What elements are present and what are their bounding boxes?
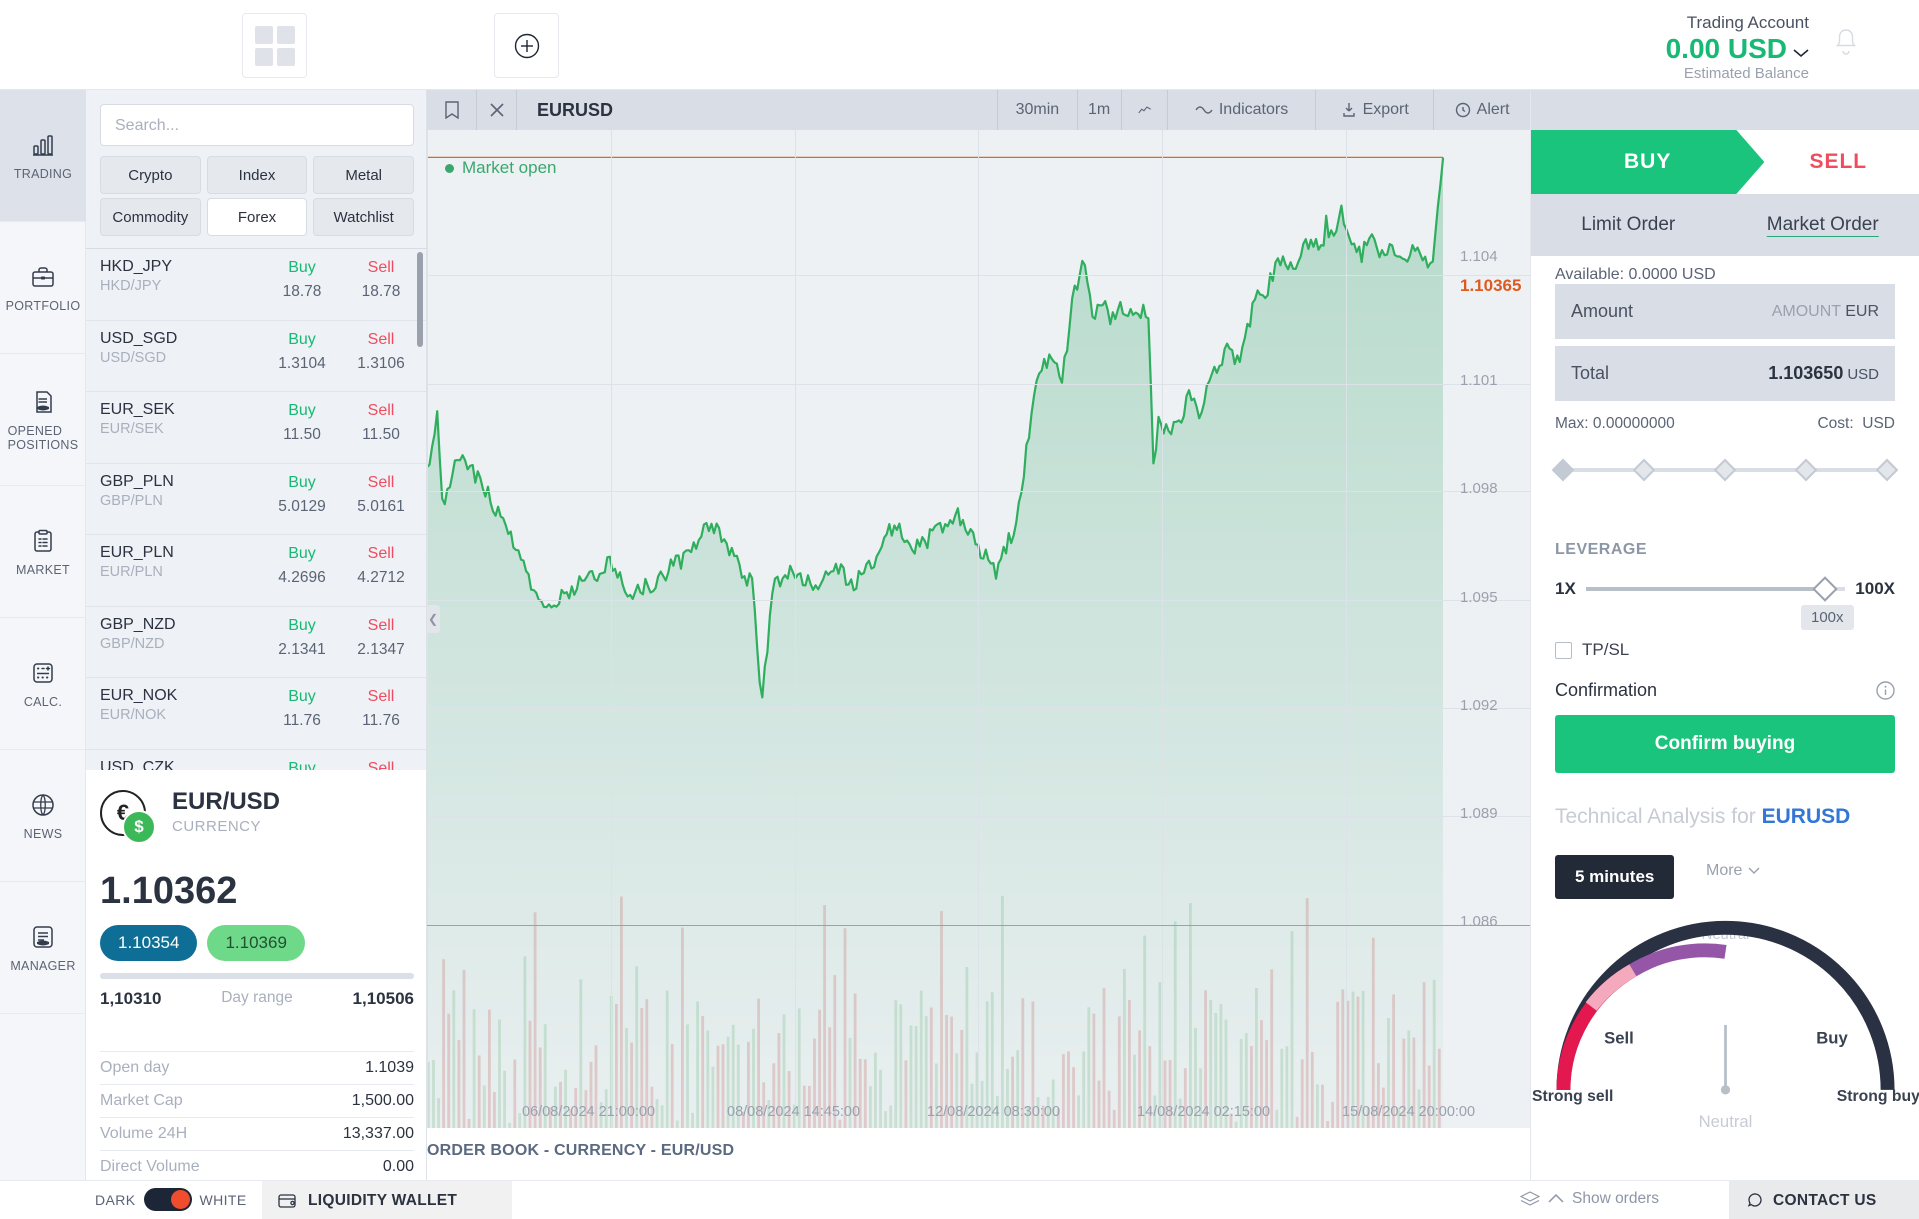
svg-text:Strong buy: Strong buy bbox=[1837, 1088, 1919, 1105]
svg-text:Sell: Sell bbox=[1604, 1029, 1634, 1048]
svg-text:Neutral: Neutral bbox=[1699, 1112, 1753, 1131]
svg-text:Strong sell: Strong sell bbox=[1532, 1088, 1613, 1105]
svg-text:Buy: Buy bbox=[1816, 1029, 1848, 1048]
